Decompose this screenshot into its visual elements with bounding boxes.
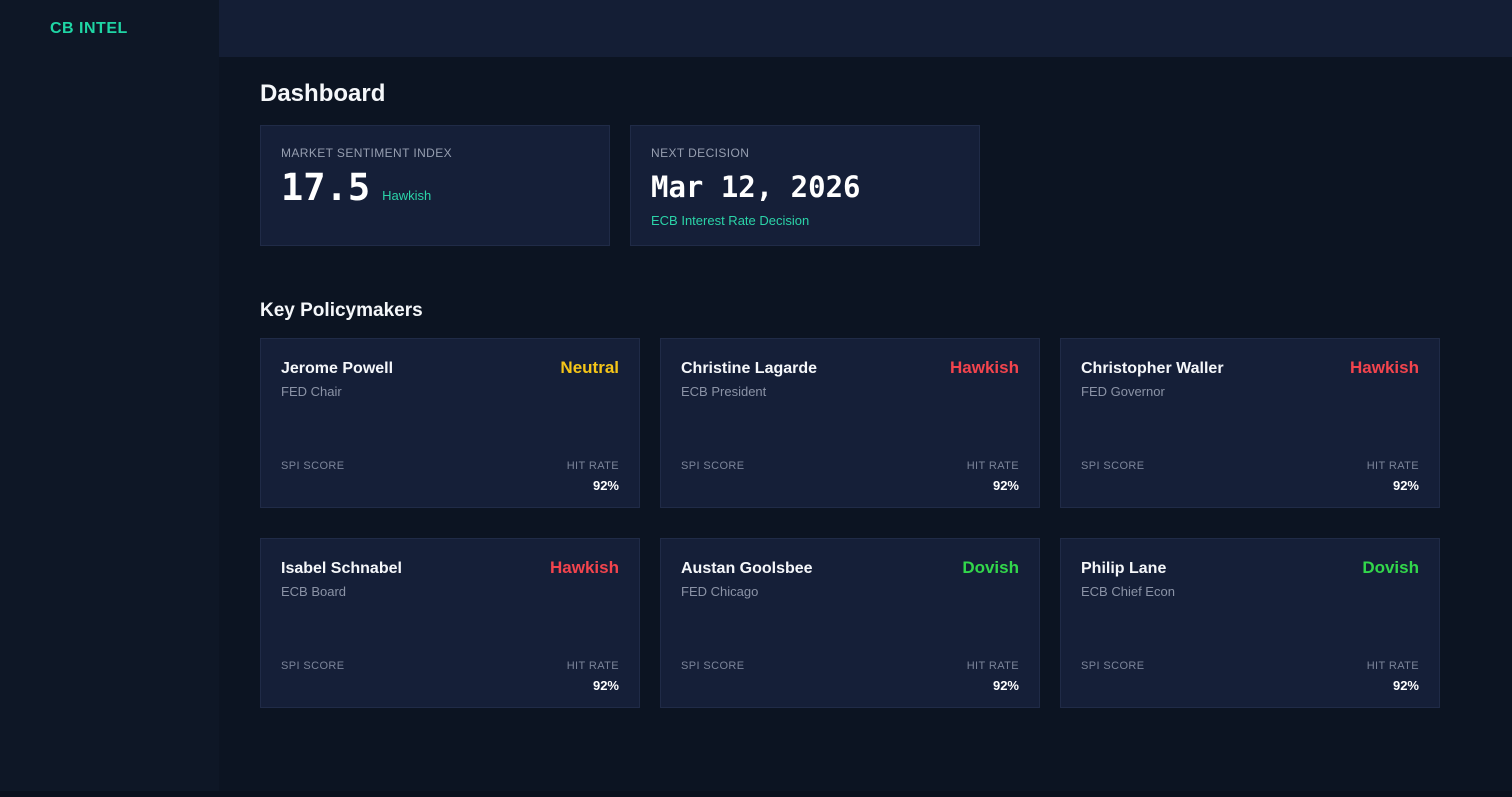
hit-rate-label: HIT RATE bbox=[566, 660, 619, 672]
policymaker-name: Jerome Powell bbox=[281, 360, 394, 377]
policymaker-header: Austan Goolsbee Dovish bbox=[681, 558, 1019, 578]
hit-rate-value: 92% bbox=[592, 678, 619, 693]
policymaker-footer: SPI SCORE HIT RATE 92% bbox=[1081, 460, 1419, 493]
hit-rate-label: HIT RATE bbox=[1366, 460, 1419, 472]
policymaker-name: Christine Lagarde bbox=[681, 360, 818, 377]
policymaker-header: Philip Lane Dovish bbox=[1081, 558, 1419, 578]
next-decision-event: ECB Interest Rate Decision bbox=[651, 212, 810, 228]
policymaker-card[interactable]: Austan Goolsbee Dovish FED Chicago SPI S… bbox=[660, 538, 1040, 708]
stats-row: MARKET SENTIMENT INDEX 17.5 Hawkish NEXT… bbox=[260, 125, 1440, 246]
spi-score-metric: SPI SCORE bbox=[681, 460, 745, 472]
policymaker-header: Christine Lagarde Hawkish bbox=[681, 358, 1019, 378]
policymaker-role: ECB Chief Econ bbox=[1081, 584, 1175, 599]
sentiment-index-value: 17.5 bbox=[281, 166, 371, 209]
policymaker-role: FED Chicago bbox=[681, 584, 759, 599]
spi-score-metric: SPI SCORE bbox=[1081, 660, 1145, 672]
policymaker-card[interactable]: Isabel Schnabel Hawkish ECB Board SPI SC… bbox=[260, 538, 640, 708]
hit-rate-label: HIT RATE bbox=[566, 460, 619, 472]
stance-badge: Hawkish bbox=[550, 558, 619, 577]
stat-card-next-decision: NEXT DECISION Mar 12, 2026 ECB Interest … bbox=[630, 125, 980, 246]
spi-score-metric: SPI SCORE bbox=[281, 660, 345, 672]
spi-score-metric: SPI SCORE bbox=[281, 460, 345, 472]
spi-score-label: SPI SCORE bbox=[1081, 660, 1145, 672]
sidebar: CB INTEL bbox=[0, 0, 219, 797]
policymaker-footer: SPI SCORE HIT RATE 92% bbox=[1081, 660, 1419, 693]
hit-rate-metric: HIT RATE 92% bbox=[1367, 660, 1419, 693]
spi-score-metric: SPI SCORE bbox=[681, 660, 745, 672]
policymaker-role: ECB Board bbox=[281, 584, 347, 599]
top-bar bbox=[219, 0, 1512, 57]
stat-label: NEXT DECISION bbox=[651, 146, 750, 160]
hit-rate-metric: HIT RATE 92% bbox=[967, 460, 1019, 493]
policymaker-card[interactable]: Christopher Waller Hawkish FED Governor … bbox=[1060, 338, 1440, 508]
stat-value-row: 17.5 Hawkish bbox=[281, 166, 589, 209]
hit-rate-label: HIT RATE bbox=[966, 660, 1019, 672]
policymaker-name: Christopher Waller bbox=[1081, 360, 1224, 377]
policymaker-name: Isabel Schnabel bbox=[281, 560, 402, 577]
policymaker-card[interactable]: Christine Lagarde Hawkish ECB President … bbox=[660, 338, 1040, 508]
policymaker-role: ECB President bbox=[681, 384, 767, 399]
policymaker-card[interactable]: Philip Lane Dovish ECB Chief Econ SPI SC… bbox=[1060, 538, 1440, 708]
policymaker-footer: SPI SCORE HIT RATE 92% bbox=[281, 460, 619, 493]
policymaker-footer: SPI SCORE HIT RATE 92% bbox=[681, 460, 1019, 493]
section-title-policymakers: Key Policymakers bbox=[260, 300, 423, 321]
policymaker-role: FED Governor bbox=[1081, 384, 1165, 399]
hit-rate-value: 92% bbox=[592, 478, 619, 493]
app-logo[interactable]: CB INTEL bbox=[50, 20, 128, 37]
policymakers-grid: Jerome Powell Neutral FED Chair SPI SCOR… bbox=[260, 338, 1440, 708]
policymaker-header: Jerome Powell Neutral bbox=[281, 358, 619, 378]
spi-score-label: SPI SCORE bbox=[681, 660, 745, 672]
next-decision-date: Mar 12, 2026 bbox=[651, 170, 861, 204]
policymaker-name: Philip Lane bbox=[1081, 560, 1167, 577]
page-title: Dashboard bbox=[260, 80, 386, 107]
policymaker-card[interactable]: Jerome Powell Neutral FED Chair SPI SCOR… bbox=[260, 338, 640, 508]
policymaker-footer: SPI SCORE HIT RATE 92% bbox=[681, 660, 1019, 693]
stance-badge: Hawkish bbox=[950, 358, 1019, 377]
hit-rate-value: 92% bbox=[992, 678, 1019, 693]
stance-badge: Dovish bbox=[962, 558, 1019, 577]
spi-score-label: SPI SCORE bbox=[681, 460, 745, 472]
hit-rate-metric: HIT RATE 92% bbox=[567, 460, 619, 493]
hit-rate-value: 92% bbox=[992, 478, 1019, 493]
policymaker-header: Christopher Waller Hawkish bbox=[1081, 358, 1419, 378]
policymaker-role: FED Chair bbox=[281, 384, 342, 399]
stance-badge: Neutral bbox=[560, 358, 619, 377]
content-column: Dashboard MARKET SENTIMENT INDEX 17.5 Ha… bbox=[219, 0, 1512, 797]
hit-rate-label: HIT RATE bbox=[1366, 660, 1419, 672]
policymaker-footer: SPI SCORE HIT RATE 92% bbox=[281, 660, 619, 693]
hit-rate-metric: HIT RATE 92% bbox=[567, 660, 619, 693]
sentiment-tag: Hawkish bbox=[382, 188, 432, 203]
stance-badge: Hawkish bbox=[1350, 358, 1419, 377]
main-content: Dashboard MARKET SENTIMENT INDEX 17.5 Ha… bbox=[219, 57, 1512, 797]
spi-score-label: SPI SCORE bbox=[1081, 460, 1145, 472]
stance-badge: Dovish bbox=[1362, 558, 1419, 577]
spi-score-label: SPI SCORE bbox=[281, 660, 345, 672]
spi-score-label: SPI SCORE bbox=[281, 460, 345, 472]
hit-rate-metric: HIT RATE 92% bbox=[967, 660, 1019, 693]
policymaker-name: Austan Goolsbee bbox=[681, 560, 813, 577]
stat-label: MARKET SENTIMENT INDEX bbox=[281, 146, 453, 160]
hit-rate-value: 92% bbox=[1392, 678, 1419, 693]
policymaker-header: Isabel Schnabel Hawkish bbox=[281, 558, 619, 578]
bottom-edge-strip bbox=[0, 791, 1512, 797]
stat-card-market-sentiment: MARKET SENTIMENT INDEX 17.5 Hawkish bbox=[260, 125, 610, 246]
hit-rate-metric: HIT RATE 92% bbox=[1367, 460, 1419, 493]
spi-score-metric: SPI SCORE bbox=[1081, 460, 1145, 472]
hit-rate-label: HIT RATE bbox=[966, 460, 1019, 472]
hit-rate-value: 92% bbox=[1392, 478, 1419, 493]
